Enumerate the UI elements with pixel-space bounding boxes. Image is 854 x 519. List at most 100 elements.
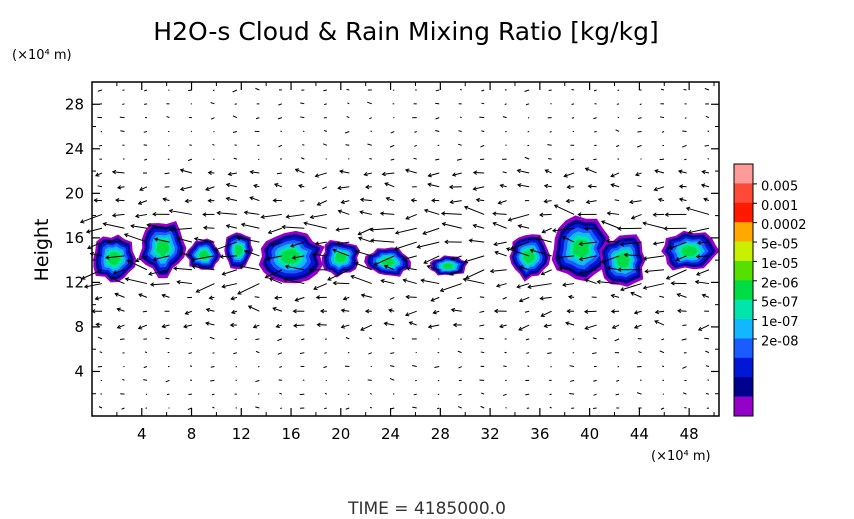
- wind-vector: [265, 255, 282, 261]
- wind-vector: [426, 264, 440, 271]
- colorbar-swatch: [734, 357, 753, 378]
- colorbar-label: 1e-05: [761, 257, 799, 272]
- wind-vector: [563, 172, 575, 178]
- wind-vector: [685, 206, 710, 215]
- cloud-cell: [258, 230, 325, 284]
- wind-vector: [456, 158, 462, 161]
- wind-vector: [653, 186, 665, 192]
- wind-vector: [210, 379, 215, 382]
- wind-vector: [179, 186, 193, 192]
- wind-vector: [517, 183, 530, 188]
- chart-title: H2O-s Cloud & Rain Mixing Ratio [kg/kg]: [153, 17, 658, 46]
- wind-vector: [93, 198, 103, 203]
- wind-vector: [225, 182, 238, 188]
- wind-vector: [213, 241, 238, 252]
- wind-vector: [255, 406, 260, 409]
- cloud-cell: [321, 240, 361, 278]
- wind-vector: [457, 350, 462, 354]
- wind-vector: [463, 205, 485, 215]
- colorbar: 0.005 0.001 0.0002 5e-05 1e-05 2e-06 5e-07 1e-0…: [733, 163, 807, 417]
- wind-vector: [314, 241, 327, 246]
- x-tick-label: 28: [431, 425, 450, 443]
- wind-vector: [384, 182, 395, 188]
- wind-vector: [562, 236, 575, 243]
- cloud-contour: [156, 240, 170, 257]
- wind-vector: [195, 283, 215, 293]
- wind-vector: [457, 406, 462, 409]
- wind-vector: [105, 255, 125, 260]
- wind-vector: [83, 283, 103, 289]
- wind-vector: [381, 171, 395, 177]
- wind-vector: [345, 144, 350, 146]
- wind-vector: [390, 365, 395, 368]
- wind-vector: [457, 143, 462, 146]
- wind-vector: [654, 320, 665, 326]
- wind-vector: [617, 226, 642, 231]
- wind-vector: [548, 158, 552, 160]
- wind-vector: [190, 255, 215, 262]
- wind-vector: [616, 379, 620, 382]
- wind-vector: [389, 296, 395, 300]
- wind-vector: [346, 115, 350, 119]
- colorbar-label: 1e-07: [761, 315, 799, 330]
- wind-vector: [696, 269, 710, 276]
- wind-vector: [360, 293, 372, 298]
- wind-vector: [255, 87, 260, 91]
- wind-vector: [495, 283, 507, 288]
- wind-vector: [273, 183, 283, 188]
- wind-vector: [637, 130, 642, 133]
- wind-vector: [652, 241, 665, 246]
- wind-vector: [567, 294, 575, 300]
- wind-vector: [202, 212, 215, 217]
- wind-vector: [209, 336, 215, 340]
- wind-vector: [319, 308, 327, 314]
- colorbar-label: 0.001: [761, 199, 798, 214]
- wind-vector: [660, 407, 665, 410]
- wind-vector: [524, 310, 530, 313]
- wind-vector: [278, 144, 283, 148]
- wind-vector: [526, 352, 530, 354]
- wind-vector: [337, 209, 350, 215]
- wind-vector: [121, 407, 125, 410]
- wind-vector: [459, 88, 462, 91]
- wind-vector: [571, 117, 575, 119]
- wind-vector: [234, 338, 238, 341]
- wind-vector: [587, 184, 597, 189]
- wind-vector: [638, 117, 642, 119]
- wind-vector: [138, 293, 148, 298]
- wind-vector: [308, 267, 327, 273]
- wind-vector: [678, 197, 687, 202]
- wind-vector: [369, 158, 372, 160]
- wind-vector: [164, 172, 170, 175]
- wind-vector: [142, 310, 148, 313]
- wind-vector: [272, 198, 282, 203]
- cloud-contour: [523, 250, 535, 264]
- wind-vector: [162, 197, 170, 202]
- wind-vector: [468, 238, 485, 243]
- wind-vector: [85, 227, 103, 234]
- wind-vector: [293, 323, 305, 328]
- wind-vector: [255, 338, 260, 341]
- wind-vector: [694, 279, 710, 285]
- colorbar-label: 0.0002: [761, 218, 807, 233]
- wind-vector: [615, 129, 620, 132]
- wind-vector: [552, 227, 575, 233]
- wind-vector: [412, 364, 417, 368]
- wind-vector: [130, 224, 148, 229]
- wind-vector: [577, 212, 597, 217]
- wind-vector: [684, 117, 687, 119]
- wind-vector: [408, 321, 417, 326]
- x-tick-label: 40: [580, 425, 599, 443]
- wind-vector: [119, 338, 125, 340]
- wind-vector: [594, 130, 597, 133]
- wind-vector: [367, 101, 372, 105]
- colorbar-swatch: [734, 241, 753, 262]
- wind-vector: [654, 309, 665, 315]
- wind-vector: [179, 251, 193, 257]
- wind-vector: [311, 252, 327, 257]
- wind-vector: [373, 255, 395, 266]
- plot-frame: [91, 81, 720, 417]
- wind-vector: [205, 186, 215, 191]
- x-tick-label: 24: [381, 425, 400, 443]
- wind-vector: [225, 196, 237, 202]
